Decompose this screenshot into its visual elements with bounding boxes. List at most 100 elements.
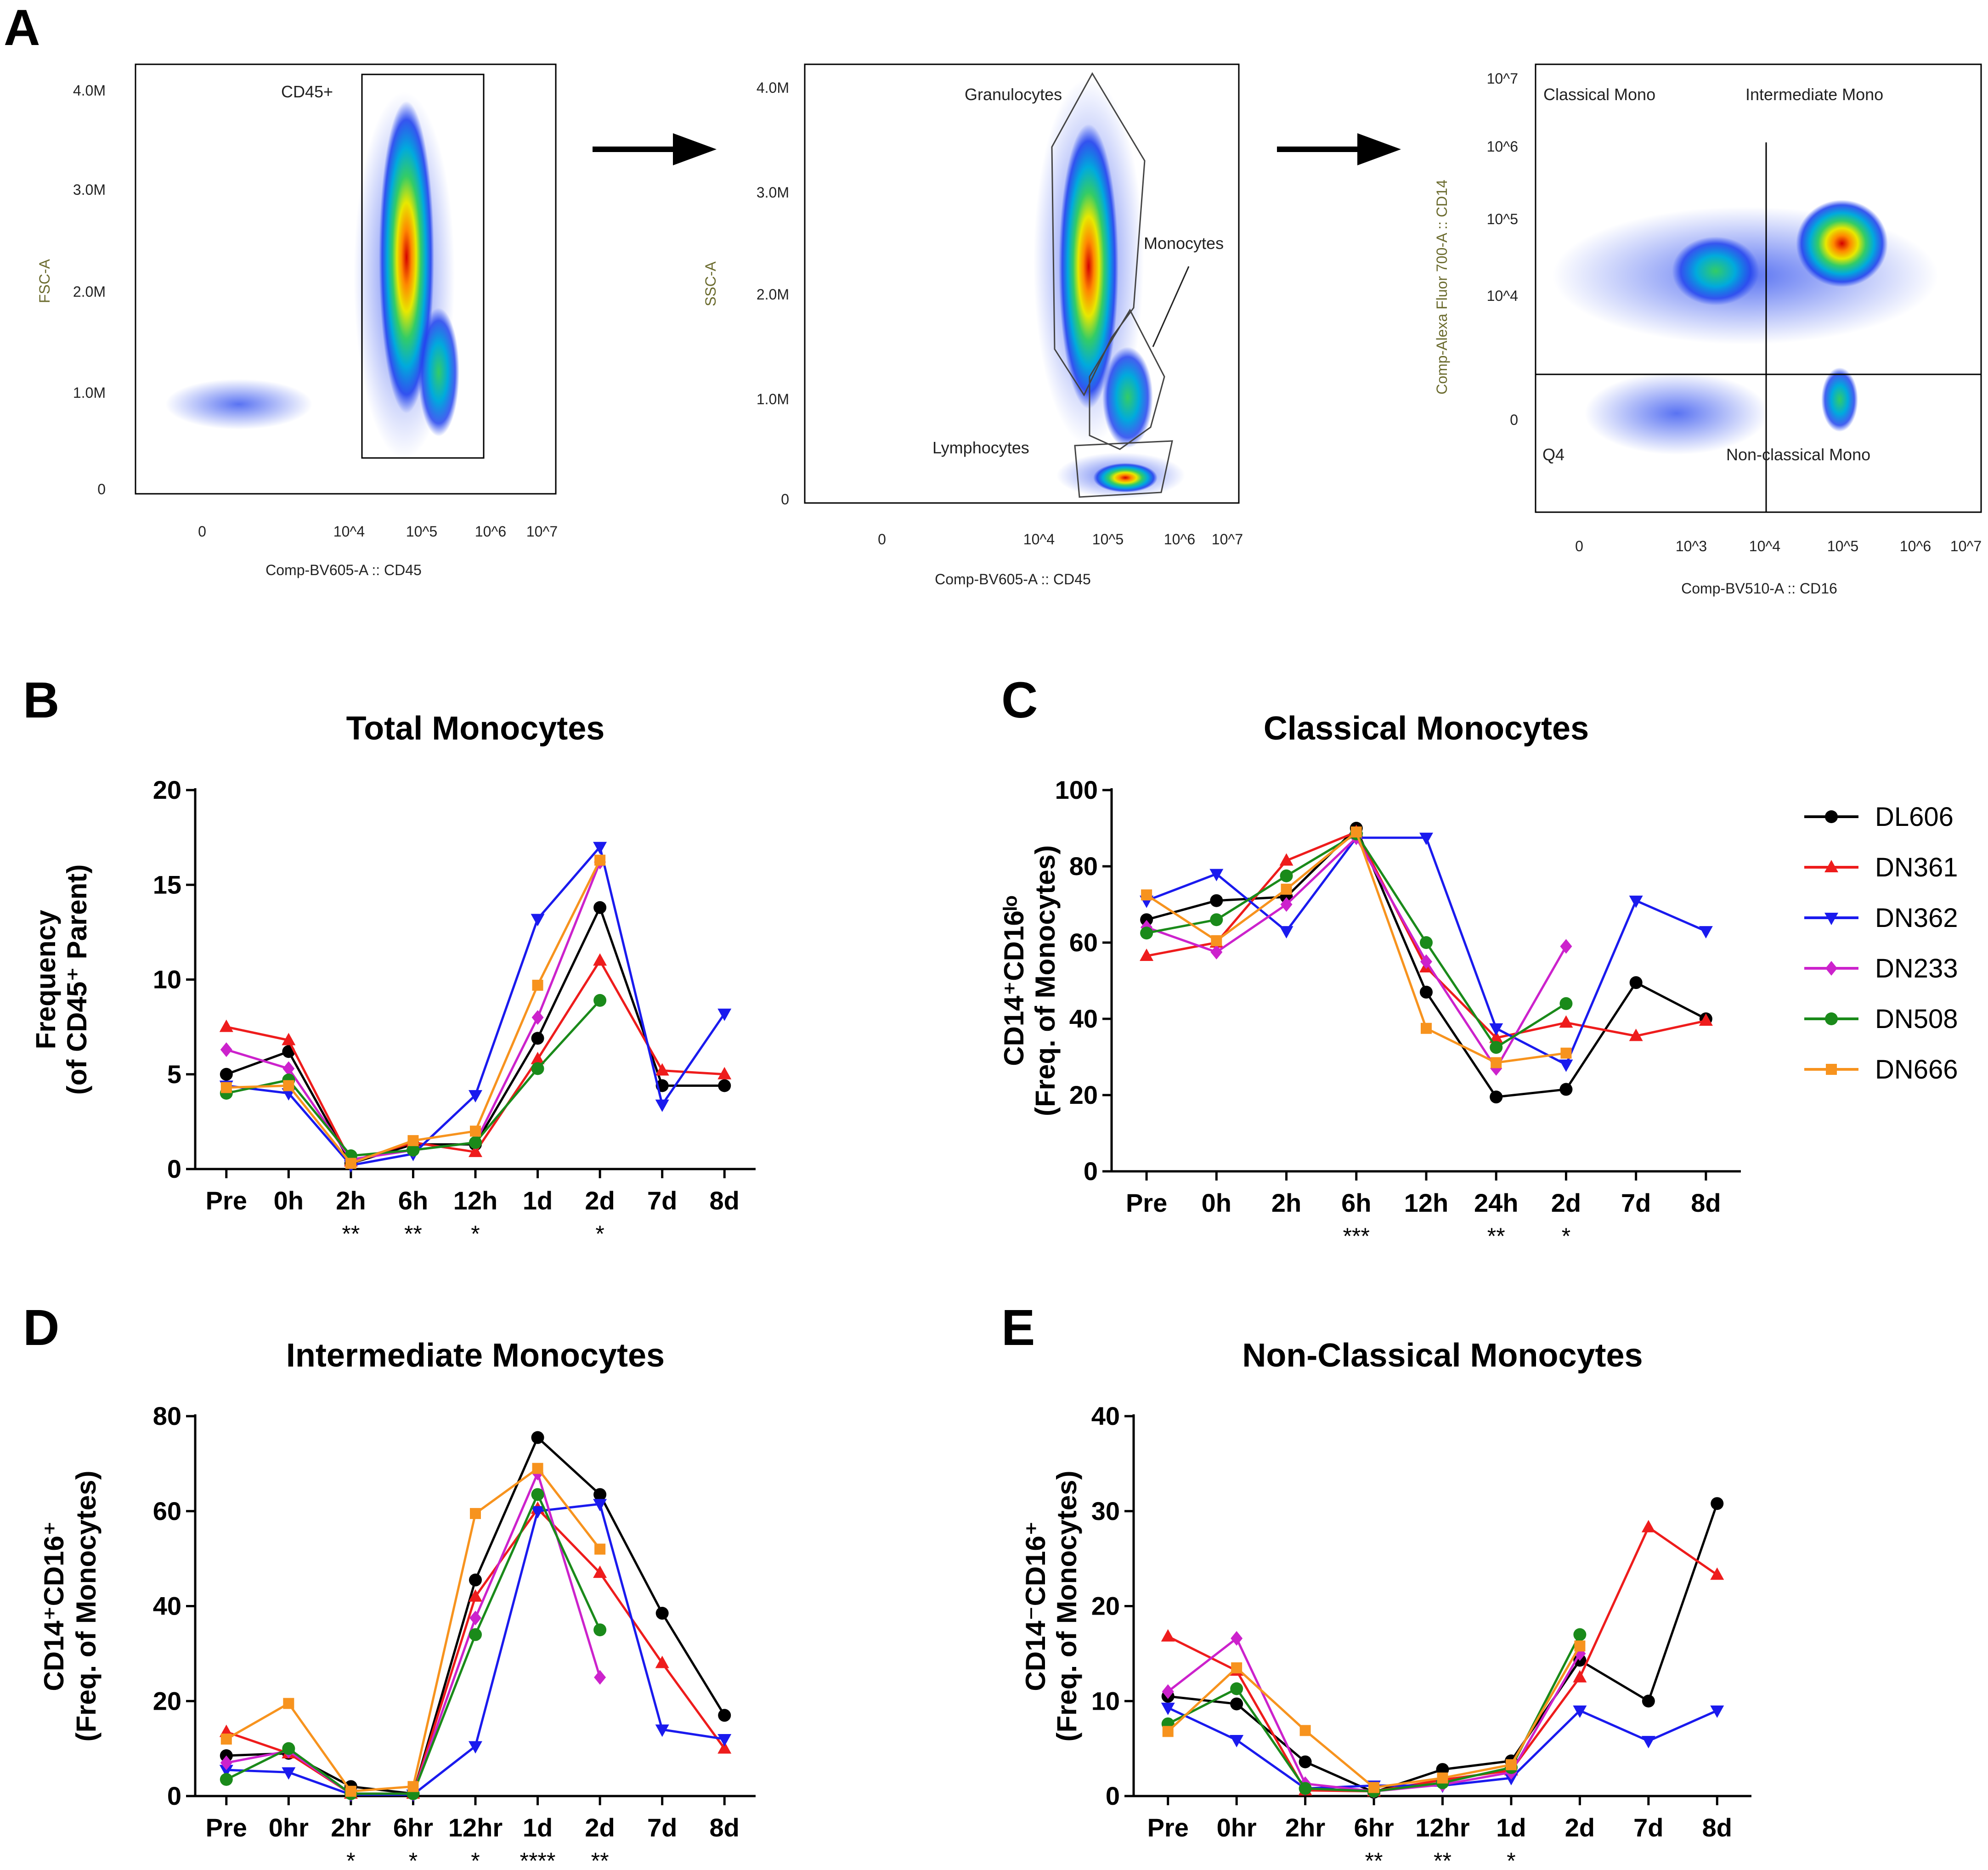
legend-item-dn361: DN361	[1804, 853, 1958, 882]
flow-ytick: 1.0M	[757, 391, 789, 407]
series-dn508	[220, 994, 607, 1163]
y-axis-label: (Freq. of Monocytes)	[71, 1470, 102, 1741]
data-point	[220, 1082, 232, 1093]
flow-density-cloud	[165, 92, 459, 459]
series-dn508	[220, 1488, 607, 1800]
legend-label: DN666	[1875, 1055, 1958, 1085]
flow-ytick: 2.0M	[73, 283, 106, 300]
x-tick-label: 7d	[1633, 1813, 1663, 1842]
data-point	[282, 1767, 296, 1780]
series-dn362	[1140, 832, 1713, 1072]
legend-item-dn233: DN233	[1804, 954, 1958, 983]
data-point	[1350, 826, 1362, 838]
panel-label-e: E	[1001, 1299, 1035, 1356]
series-line	[1167, 1634, 1581, 1793]
data-point	[1210, 913, 1223, 927]
data-point	[1279, 926, 1293, 939]
series-line	[1146, 836, 1567, 1070]
flow-xticks: 0 10^3 10^4 10^5 10^6 10^7	[1575, 538, 1982, 554]
data-point	[283, 1080, 294, 1091]
y-tick-label: 30	[1091, 1497, 1120, 1525]
data-point	[1231, 1662, 1242, 1673]
data-point	[717, 1741, 732, 1754]
flow-ytick: 3.0M	[757, 184, 789, 201]
data-point	[345, 1158, 356, 1169]
data-point	[1559, 1059, 1573, 1072]
x-tick-label: 6h	[398, 1186, 428, 1215]
data-point	[593, 1499, 607, 1512]
panel-label-a: A	[4, 0, 40, 56]
y-axis-label: (Freq. of Monocytes)	[1030, 845, 1061, 1116]
flow-plot-cd14-cd16: Classical Mono Intermediate Mono Q4 Non-…	[1434, 63, 1982, 597]
data-point	[407, 1781, 419, 1792]
significance-marker: **	[404, 1221, 422, 1247]
x-tick-label: 1d	[523, 1813, 553, 1842]
legend-swatch-marker	[1824, 913, 1838, 925]
y-axis-label: CD14⁺CD16ˡᵒ	[999, 895, 1029, 1066]
significance-marker: ***	[1343, 1223, 1370, 1249]
flow-plot-ssc: Granulocytes Monocytes Lymphocytes SSC-A…	[702, 63, 1243, 588]
y-tick-label: 20	[153, 775, 181, 804]
flow-xtick: 10^7	[1212, 531, 1243, 548]
gate-label-nonclassical: Non-classical Mono	[1726, 445, 1870, 464]
chart-title: Classical Monocytes	[1264, 710, 1589, 747]
flow-ylabel: Comp-Alexa Fluor 700-A :: CD14	[1434, 180, 1450, 395]
data-point	[282, 1742, 295, 1755]
flow-xlabel: Comp-BV605-A :: CD45	[935, 571, 1091, 588]
data-point	[469, 1144, 482, 1157]
data-point	[469, 1628, 482, 1641]
flow-ytick: 0	[97, 481, 106, 497]
flow-ytick: 0	[781, 491, 789, 508]
series-line	[1167, 1637, 1581, 1793]
series-line	[226, 846, 726, 1167]
data-point	[1281, 883, 1292, 895]
data-point	[1710, 1705, 1724, 1718]
y-tick-label: 80	[153, 1401, 181, 1430]
legend-swatch-marker	[1825, 961, 1837, 976]
gate-label-lymphocytes: Lymphocytes	[932, 438, 1029, 457]
series-dn666	[220, 854, 606, 1169]
flow-ytick: 4.0M	[73, 82, 106, 99]
chart-title: Total Monocytes	[346, 710, 605, 747]
arrow-1	[593, 133, 717, 165]
data-point	[593, 1623, 607, 1637]
data-point	[1641, 1520, 1655, 1532]
lymphocyte-gate	[1074, 440, 1173, 498]
data-point	[655, 1063, 669, 1076]
data-point	[593, 842, 607, 854]
y-tick-label: 60	[153, 1497, 181, 1525]
y-tick-label: 10	[153, 965, 181, 994]
flow-xtick: 10^6	[475, 523, 506, 540]
data-point	[1299, 1782, 1312, 1795]
significance-marker: **	[591, 1848, 609, 1870]
series-dn508	[1161, 1628, 1587, 1798]
data-point	[219, 1019, 233, 1032]
data-point	[1230, 1682, 1243, 1695]
flow-density-cloud	[1553, 200, 1938, 455]
gate-label-cd45: CD45+	[281, 82, 333, 101]
flow-plot-cd45: CD45+ FSC-A Comp-BV605-A :: CD45 4.0M 3.…	[36, 63, 558, 578]
data-point	[531, 1506, 545, 1519]
flow-xtick: 10^5	[1827, 538, 1858, 554]
data-point	[1559, 997, 1573, 1010]
monocyte-gate	[1089, 308, 1165, 450]
data-point	[594, 1670, 606, 1685]
chart-non-classical-monocytes: Non-Classical Monocytes CD14⁻CD16⁺ (Freq. …	[1020, 1337, 1751, 1870]
data-point	[717, 1734, 732, 1746]
data-point	[532, 979, 543, 991]
legend-item-dl606: DL606	[1804, 802, 1954, 832]
data-point	[1641, 1736, 1655, 1749]
data-point	[531, 1431, 544, 1444]
data-point	[718, 1709, 731, 1722]
series-line	[1167, 1526, 1718, 1793]
data-point	[531, 914, 545, 927]
data-point	[1505, 1759, 1517, 1770]
data-point	[1642, 1695, 1655, 1708]
chart-total-monocytes: Total Monocytes Frequency (of CD45⁺ Parent…	[30, 710, 756, 1247]
legend-label: DN361	[1875, 853, 1958, 882]
monocyte-pointer	[1152, 266, 1190, 347]
flow-xlabel: Comp-BV510-A :: CD16	[1681, 580, 1837, 597]
significance-marker: *	[1562, 1223, 1570, 1249]
significance-marker: *	[471, 1848, 480, 1870]
x-tick-label: 2h	[336, 1186, 366, 1215]
